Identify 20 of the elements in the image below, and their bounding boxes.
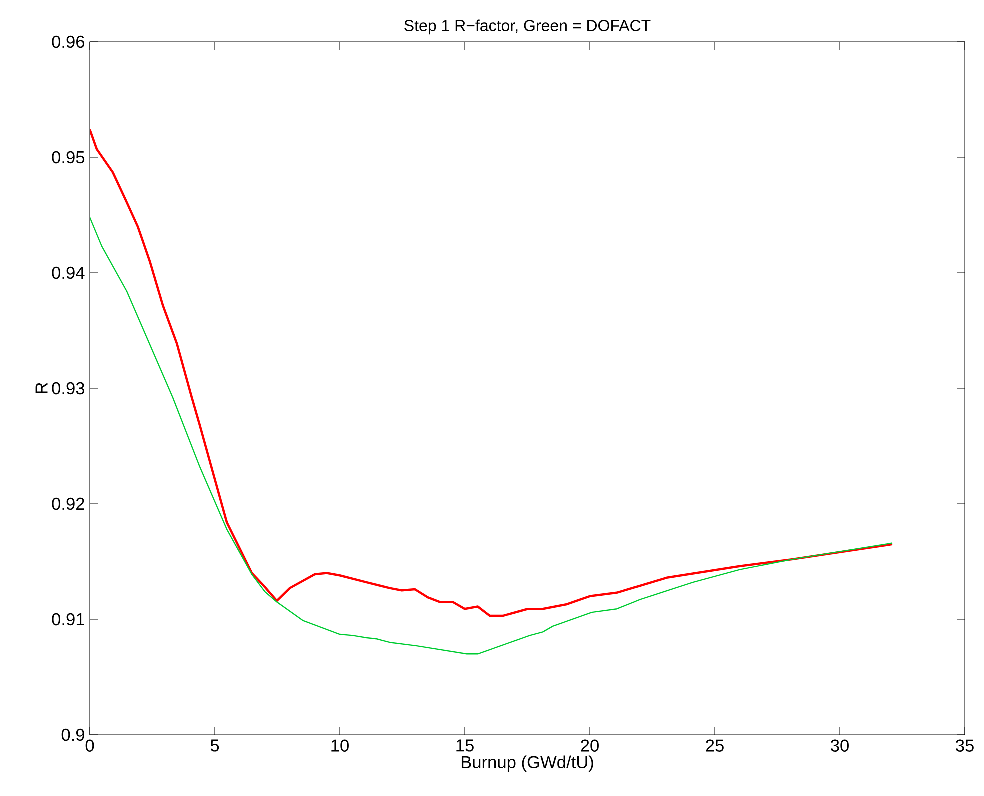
y-axis-title: R [36,383,48,394]
x-tick-label: 30 [831,740,849,752]
y-tick-label: 0.91 [52,613,84,626]
x-tick-label: 0 [86,740,94,752]
y-tick-label: 0.94 [52,266,85,280]
x-tick-label: 35 [956,740,974,752]
x-tick-label: 15 [456,740,474,752]
x-tick-label: 5 [210,740,220,752]
y-tick-label: 0.96 [52,36,85,48]
x-tick-label: 25 [706,740,724,752]
x-axis-title: Burnup (GWd/tU) [462,756,594,772]
y-tick-label: 0.92 [52,498,84,510]
line-series [90,216,894,655]
x-tick-label: 10 [332,740,349,752]
chart-title: Step 1 R−factor, Green = DOFACT [404,20,651,35]
y-tick-label: 0.93 [52,382,85,395]
line-series [90,128,894,618]
y-tick-label: 0.95 [52,151,85,164]
y-tick-label: 0.9 [62,728,84,742]
x-tick-label: 20 [581,740,599,752]
